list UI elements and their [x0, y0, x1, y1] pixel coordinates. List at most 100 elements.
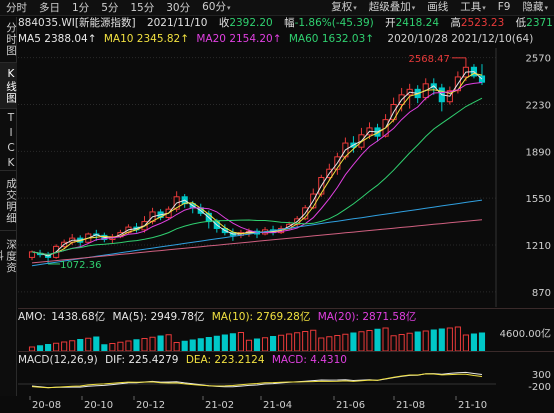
hide-menu[interactable]: 隐藏 [516, 0, 554, 16]
y-tick-label: 1890 [526, 147, 551, 158]
amount-bar [213, 335, 220, 351]
amount-bar [342, 333, 349, 351]
macd-label: MACD(12,26,9) [18, 354, 98, 366]
amount-bar [109, 343, 116, 351]
amount-bar [462, 334, 469, 351]
price-axis: 870 1210 1550 1890 2230 2570 [495, 48, 551, 307]
amount-bar [85, 337, 92, 351]
amount-bar [358, 331, 365, 351]
amount-bar [438, 328, 445, 351]
time-axis: 20-08 20-10 20-12 21-02 21-04 21-06 21-08 21-10 [29, 396, 487, 411]
low-value: 2371.24 [526, 17, 554, 29]
amount-bar [446, 327, 453, 351]
panel-divider [18, 308, 554, 309]
tab-60min[interactable]: 60分 [196, 0, 236, 16]
f9-button[interactable]: F9 [497, 1, 511, 13]
tab-5min[interactable]: 5分 [101, 1, 119, 14]
amount-bar [261, 337, 269, 351]
change-value: -1.86%(-45.39) [294, 17, 374, 29]
ma60-label: MA60 [288, 33, 319, 45]
macd-axis-bottom: -200 [528, 382, 551, 393]
y-tick-label: 2230 [526, 100, 551, 111]
draw-line-button[interactable]: 画线 [427, 1, 449, 13]
amount-bar [318, 337, 325, 351]
amount-bar [286, 333, 293, 351]
overlay-menu[interactable]: 超级叠加 [363, 0, 422, 16]
sidenav-depth-data[interactable]: 深度资料 [0, 238, 17, 274]
x-tick-label: 21-02 [205, 400, 234, 411]
amount-bar [269, 336, 277, 351]
low-annotation: 1072.36 [60, 260, 101, 271]
amount-bar [390, 335, 397, 351]
change-label: 幅 [284, 17, 295, 29]
macd-dea: DEA: 223.2124 [185, 354, 265, 366]
amount-bar [69, 340, 76, 351]
macd-dif: DIF: 225.4279 [105, 354, 179, 366]
tab-30min[interactable]: 30分 [166, 1, 191, 14]
price-annotations: 2568.47 1072.36 [48, 54, 466, 271]
ma-row: MA5 2388.04↑ MA10 2345.82↑ MA20 2154.20↑… [18, 32, 537, 47]
x-tick-label: 21-06 [336, 400, 365, 411]
ma60-line [31, 97, 483, 256]
amount-bar [253, 338, 261, 351]
ma10-value: 2345.82↑ [136, 33, 190, 45]
amount-bar [302, 331, 309, 351]
macd-chart[interactable]: 300 -200 [18, 368, 554, 396]
x-tick-label: 21-04 [263, 400, 292, 411]
adjust-menu[interactable]: 复权 [325, 0, 363, 16]
x-tick-label: 20-12 [136, 400, 165, 411]
amo-label: AMO: [18, 311, 46, 323]
close-value: 2392.20 [229, 17, 273, 29]
amount-bar [45, 344, 52, 351]
price-chart[interactable]: 870 1210 1550 1890 2230 2570 2568.47 1072.36 [18, 48, 554, 307]
ma5-label: MA5 [18, 33, 41, 45]
amount-bar [366, 330, 373, 351]
y-tick-label: 2570 [526, 54, 551, 65]
amount-chart[interactable]: 4600.00亿 [18, 325, 554, 351]
macd-row: MACD(12,26,9) DIF: 225.4279 DEA: 223.212… [18, 353, 351, 368]
high-label: 高 [450, 17, 461, 29]
x-tick-label: 20-08 [32, 400, 61, 411]
tab-15min[interactable]: 15分 [130, 1, 155, 14]
macd-value: MACD: 4.4310 [271, 354, 347, 366]
tab-intraday[interactable]: 分时 [6, 1, 27, 14]
y-tick-label: 1210 [526, 241, 551, 252]
amount-bar [205, 337, 212, 351]
amo-ma20: MA(20): 2871.58亿 [317, 311, 417, 323]
sidenav-intraday-chart[interactable]: 分时图 [0, 17, 17, 63]
tools-menu[interactable]: 工具 [454, 0, 492, 16]
amount-axis-label: 4600.00亿 [500, 327, 551, 340]
amo-row: AMO: 1438.68亿 MA(5): 2949.78亿 MA(10): 27… [18, 310, 420, 325]
x-tick-label: 21-10 [458, 400, 487, 411]
ma5-line [31, 71, 483, 257]
amount-bar [430, 329, 437, 351]
sidenav-kline-chart[interactable]: K线图 [0, 63, 17, 109]
open-label: 开 [385, 17, 396, 29]
amount-bar [93, 336, 100, 351]
panel-divider-2 [18, 351, 554, 352]
time-axis-labels: 20-08 20-10 20-12 21-02 21-04 21-06 21-08 21-10 [29, 396, 487, 411]
amount-bar [181, 340, 188, 351]
amount-bar [278, 334, 285, 351]
amount-bar [101, 344, 108, 351]
low-label: 低 [515, 17, 527, 29]
amount-bar [133, 339, 140, 351]
amount-bar [310, 329, 317, 351]
amount-bar [414, 331, 421, 351]
tab-1min[interactable]: 1分 [72, 1, 90, 14]
ma20-label: MA20 [196, 33, 226, 45]
amount-bar [406, 332, 413, 351]
quote-row: 884035.WI[新能源指数] 2021/11/10 收2392.20 幅-1… [18, 16, 554, 31]
quote-date: 2021/11/10 [146, 17, 208, 29]
amount-bar [53, 342, 60, 351]
amount-bar [470, 333, 478, 351]
sidenav-tick[interactable]: TICK [0, 109, 17, 172]
tab-multi-day[interactable]: 多日 [39, 1, 60, 14]
amount-bar [454, 326, 461, 351]
amount-bar [374, 328, 381, 351]
amo-value: 1438.68亿 [51, 311, 106, 323]
amount-bar [398, 334, 405, 351]
amount-bar [197, 338, 204, 351]
sidenav-trade-details[interactable]: 成交明细 [0, 171, 17, 231]
